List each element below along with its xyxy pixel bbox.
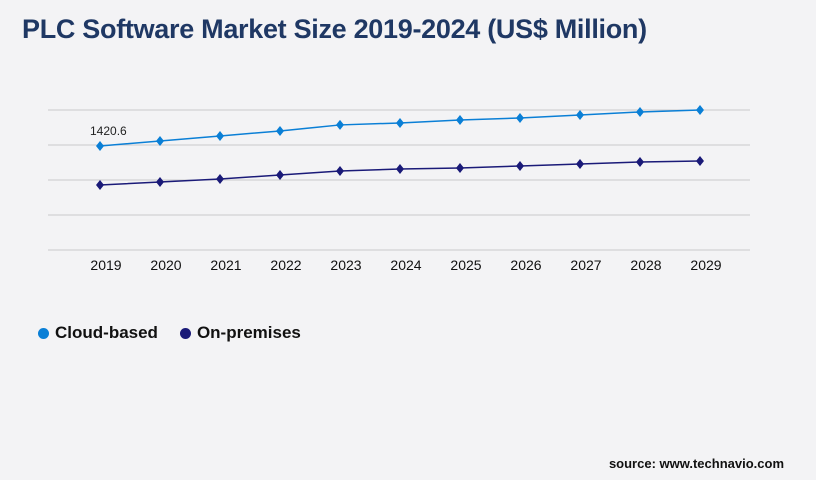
chart-title: PLC Software Market Size 2019-2024 (US$ … [22, 14, 647, 44]
data-point [276, 125, 284, 136]
x-tick-label: 2028 [630, 257, 661, 273]
data-point [396, 164, 404, 175]
data-point [696, 155, 704, 166]
x-tick-label: 2023 [330, 257, 361, 273]
data-point [516, 112, 524, 123]
data-point [696, 105, 704, 115]
data-point [336, 119, 344, 130]
data-point [96, 140, 104, 151]
data-point [276, 169, 284, 180]
source-note: source: www.technavio.com [608, 456, 784, 471]
data-point [216, 173, 224, 184]
data-point [336, 165, 344, 176]
data-point [636, 156, 644, 167]
legend-marker-icon [179, 327, 191, 339]
data-point [576, 158, 584, 169]
x-tick-label: 2024 [390, 257, 421, 273]
x-tick-label: 2029 [690, 257, 721, 273]
data-label: 1420.6 [90, 124, 127, 138]
data-point [96, 179, 104, 190]
data-point [576, 109, 584, 120]
x-tick-label: 2021 [210, 257, 241, 273]
x-tick-label: 2025 [450, 257, 481, 273]
series-line [99, 109, 701, 147]
data-point [216, 130, 224, 141]
legend: Cloud-based On-premises [38, 323, 301, 343]
data-point [156, 176, 164, 187]
data-point [396, 117, 404, 128]
legend-marker-icon [38, 327, 49, 339]
x-tick-label: 2027 [570, 257, 601, 273]
x-tick-label: 2022 [270, 257, 301, 273]
data-point [516, 161, 524, 172]
legend-item-cloud: Cloud-based [38, 323, 158, 343]
legend-item-onprem: On-premises [179, 323, 301, 343]
legend-label: On-premises [196, 323, 301, 342]
data-point [456, 162, 464, 173]
x-tick-label: 2026 [510, 257, 541, 273]
x-tick-label: 2020 [150, 257, 181, 273]
legend-label: Cloud-based [55, 323, 158, 342]
data-point [456, 114, 464, 125]
line-chart: 2019 2020 2021 2022 2023 2024 2025 2026 2027 2028… [48, 105, 750, 273]
data-point [156, 135, 164, 146]
x-tick-label: 2019 [90, 257, 121, 273]
data-point [636, 106, 644, 117]
